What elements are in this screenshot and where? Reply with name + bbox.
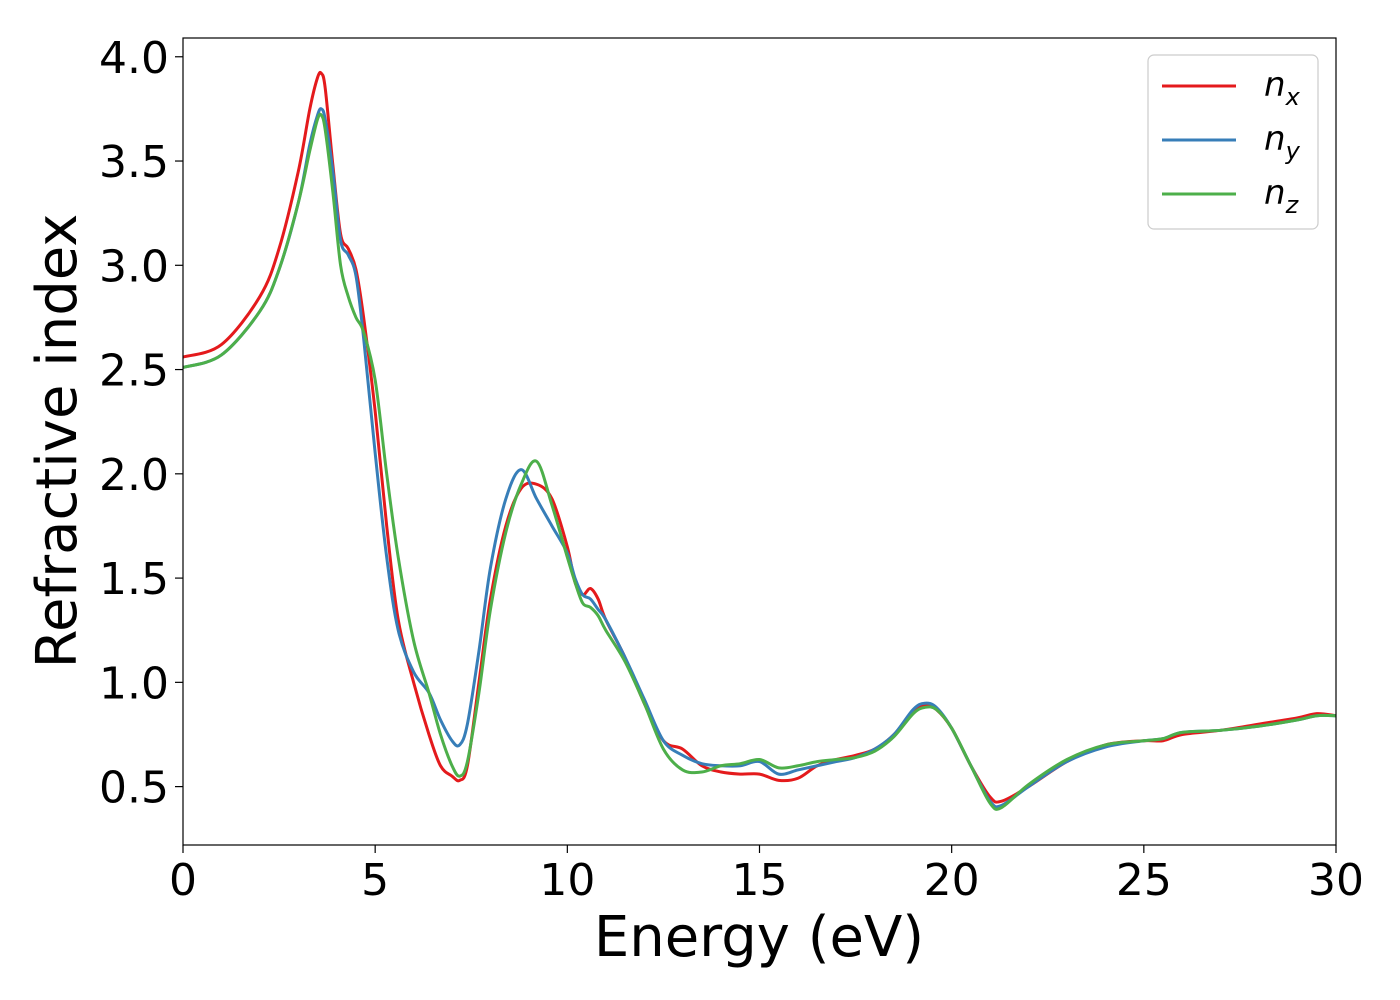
y-tick-label: 1.5	[99, 554, 169, 605]
y-axis-ticks: 0.5 1.0 1.5 2.0 2.5 3.0 3.5 4.0	[99, 33, 183, 814]
x-tick-label: 5	[361, 855, 389, 906]
y-tick-label: 3.0	[99, 241, 169, 292]
x-tick-label: 15	[732, 855, 788, 906]
x-tick-label: 25	[1116, 855, 1172, 906]
x-tick-label: 20	[924, 855, 980, 906]
x-axis-label: Energy (eV)	[594, 905, 924, 970]
y-tick-label: 2.5	[99, 346, 169, 397]
x-tick-label: 30	[1308, 855, 1364, 906]
y-tick-label: 0.5	[99, 763, 169, 814]
y-tick-label: 3.5	[99, 137, 169, 188]
x-tick-label: 10	[539, 855, 595, 906]
y-axis-label: Refractive index	[25, 214, 90, 669]
x-tick-label: 0	[169, 855, 197, 906]
y-tick-label: 4.0	[99, 33, 169, 84]
y-tick-label: 2.0	[99, 450, 169, 501]
y-tick-label: 1.0	[99, 658, 169, 709]
x-axis-ticks: 0 5 10 15 20 25 30	[169, 845, 1364, 906]
